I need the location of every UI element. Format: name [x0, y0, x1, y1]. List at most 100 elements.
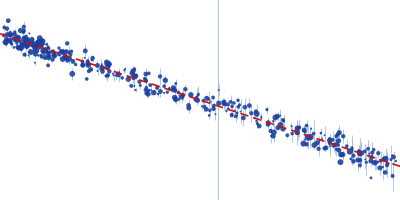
- Point: [340, 135, 346, 138]
- Point: [301, 138, 308, 141]
- Point: [39, 50, 45, 53]
- Point: [210, 96, 216, 99]
- Point: [52, 54, 58, 58]
- Point: [362, 150, 368, 153]
- Point: [21, 53, 28, 56]
- Point: [296, 126, 302, 129]
- Point: [238, 110, 244, 113]
- Point: [240, 116, 246, 120]
- Point: [308, 136, 314, 139]
- Point: [221, 102, 227, 105]
- Point: [330, 138, 336, 141]
- Point: [18, 45, 25, 49]
- Point: [172, 96, 178, 99]
- Point: [350, 154, 357, 157]
- Point: [105, 62, 111, 65]
- Point: [121, 69, 127, 72]
- Point: [33, 45, 39, 48]
- Point: [39, 42, 46, 46]
- Point: [258, 117, 264, 120]
- Point: [390, 155, 397, 159]
- Point: [32, 44, 39, 48]
- Point: [242, 106, 248, 109]
- Point: [64, 42, 70, 45]
- Point: [356, 149, 362, 152]
- Point: [40, 49, 46, 52]
- Point: [36, 42, 42, 46]
- Point: [333, 135, 340, 138]
- Point: [223, 109, 230, 113]
- Point: [51, 52, 57, 55]
- Point: [51, 54, 57, 57]
- Point: [79, 60, 86, 63]
- Point: [22, 53, 28, 57]
- Point: [356, 150, 362, 153]
- Point: [357, 151, 363, 154]
- Point: [142, 77, 148, 80]
- Point: [84, 59, 91, 63]
- Point: [302, 131, 308, 134]
- Point: [207, 100, 214, 103]
- Point: [375, 152, 382, 155]
- Point: [89, 58, 95, 62]
- Point: [58, 49, 64, 52]
- Point: [137, 84, 144, 87]
- Point: [63, 50, 70, 53]
- Point: [84, 77, 90, 81]
- Point: [148, 88, 154, 92]
- Point: [177, 94, 183, 97]
- Point: [38, 45, 45, 48]
- Point: [113, 74, 119, 77]
- Point: [8, 41, 14, 44]
- Point: [216, 102, 222, 105]
- Point: [35, 46, 41, 50]
- Point: [24, 44, 31, 48]
- Point: [99, 70, 106, 73]
- Point: [330, 144, 337, 147]
- Point: [25, 38, 32, 41]
- Point: [60, 57, 66, 61]
- Point: [43, 43, 50, 46]
- Point: [277, 114, 284, 117]
- Point: [219, 100, 226, 103]
- Point: [225, 107, 231, 110]
- Point: [22, 40, 29, 43]
- Point: [221, 100, 227, 104]
- Point: [17, 29, 24, 32]
- Point: [3, 38, 10, 41]
- Point: [372, 161, 378, 164]
- Point: [125, 78, 132, 81]
- Point: [344, 145, 350, 148]
- Point: [30, 44, 37, 47]
- Point: [132, 88, 139, 92]
- Point: [66, 57, 72, 60]
- Point: [40, 39, 47, 42]
- Point: [186, 106, 192, 110]
- Point: [18, 43, 24, 46]
- Point: [13, 39, 20, 42]
- Point: [19, 43, 25, 46]
- Point: [372, 161, 379, 164]
- Point: [294, 129, 300, 133]
- Point: [178, 95, 185, 99]
- Point: [86, 70, 92, 73]
- Point: [110, 74, 117, 77]
- Point: [18, 45, 24, 48]
- Point: [85, 63, 92, 67]
- Point: [155, 92, 161, 96]
- Point: [334, 142, 340, 146]
- Point: [41, 51, 47, 55]
- Point: [29, 38, 36, 41]
- Point: [362, 158, 368, 161]
- Point: [36, 39, 42, 43]
- Point: [130, 77, 136, 80]
- Point: [203, 108, 209, 111]
- Point: [234, 111, 240, 115]
- Point: [354, 158, 361, 162]
- Point: [45, 52, 52, 55]
- Point: [365, 147, 371, 150]
- Point: [143, 79, 149, 83]
- Point: [333, 148, 340, 151]
- Point: [4, 39, 10, 42]
- Point: [21, 41, 27, 44]
